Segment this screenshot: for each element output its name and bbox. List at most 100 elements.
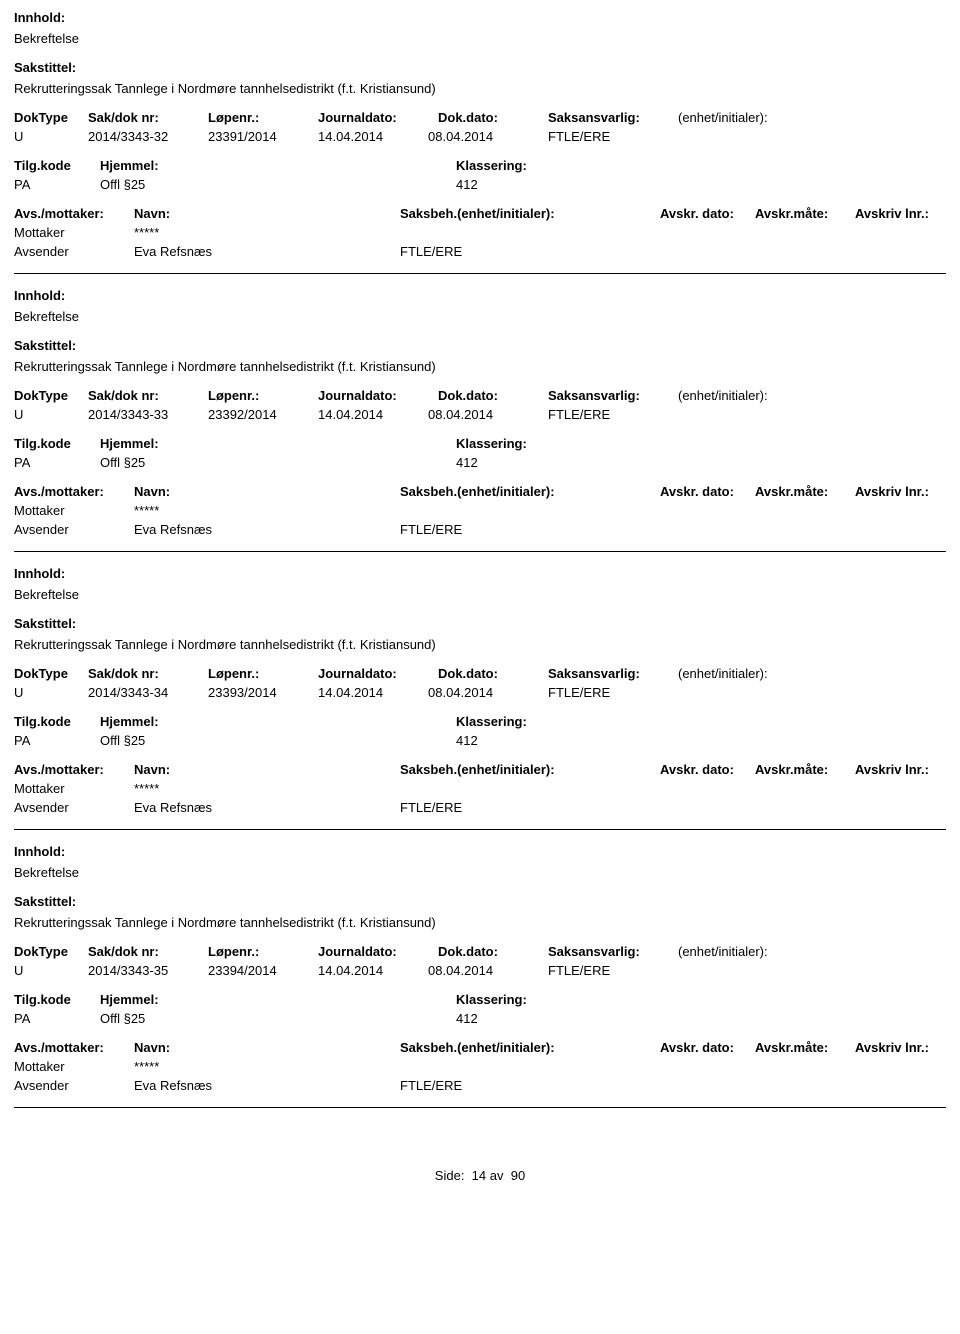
hjemmel-label: Hjemmel:: [100, 714, 400, 729]
saksansvarlig-label: Saksansvarlig:: [548, 110, 678, 125]
doktype-label: DokType: [14, 666, 88, 681]
navn-label: Navn:: [134, 762, 400, 777]
tilgkode-value: PA: [14, 1011, 100, 1026]
avsender-navn: Eva Refsnæs: [134, 800, 400, 815]
avsender-role: Avsender: [14, 800, 134, 815]
innhold-value: Bekreftelse: [14, 587, 946, 602]
enhet-initialer-value: [678, 129, 828, 144]
sakdoknr-value: 2014/3343-34: [88, 685, 208, 700]
dokdato-value: 08.04.2014: [428, 963, 548, 978]
journaldato-value: 14.04.2014: [318, 963, 438, 978]
doktype-label: DokType: [14, 944, 88, 959]
doktype-value: U: [14, 685, 88, 700]
mottaker-navn: *****: [134, 781, 400, 796]
lopenr-label: Løpenr.:: [208, 110, 318, 125]
journaldato-value: 14.04.2014: [318, 129, 438, 144]
enhet-initialer-label: (enhet/initialer):: [678, 110, 828, 125]
saksansvarlig-label: Saksansvarlig:: [548, 388, 678, 403]
avskrdato-label: Avskr. dato:: [660, 206, 755, 221]
navn-label: Navn:: [134, 484, 400, 499]
dokdato-label: Dok.dato:: [438, 666, 548, 681]
sakdoknr-label: Sak/dok nr:: [88, 388, 208, 403]
avsmottaker-label: Avs./mottaker:: [14, 762, 134, 777]
saksbeh-value: FTLE/ERE: [400, 1078, 660, 1093]
enhet-initialer-label: (enhet/initialer):: [678, 944, 828, 959]
klassering-label: Klassering:: [400, 992, 600, 1007]
hjemmel-label: Hjemmel:: [100, 158, 400, 173]
klassering-value: 412: [400, 1011, 600, 1026]
mottaker-role: Mottaker: [14, 225, 134, 240]
avskrivlnr-label: Avskriv lnr.:: [855, 484, 960, 499]
innhold-value: Bekreftelse: [14, 31, 946, 46]
avsender-role: Avsender: [14, 1078, 134, 1093]
doktype-label: DokType: [14, 110, 88, 125]
mottaker-navn: *****: [134, 503, 400, 518]
avsender-navn: Eva Refsnæs: [134, 522, 400, 537]
saksbeh-value: FTLE/ERE: [400, 800, 660, 815]
saksansvarlig-value: FTLE/ERE: [548, 685, 678, 700]
lopenr-value: 23394/2014: [208, 963, 318, 978]
innhold-label: Innhold:: [14, 566, 946, 581]
innhold-label: Innhold:: [14, 844, 946, 859]
hjemmel-label: Hjemmel:: [100, 992, 400, 1007]
dokdato-label: Dok.dato:: [438, 388, 548, 403]
sakdoknr-value: 2014/3343-35: [88, 963, 208, 978]
mottaker-role: Mottaker: [14, 781, 134, 796]
page-current: 14: [472, 1168, 486, 1183]
avskrivlnr-label: Avskriv lnr.:: [855, 762, 960, 777]
avskrmaate-label: Avskr.måte:: [755, 762, 855, 777]
mottaker-role: Mottaker: [14, 1059, 134, 1074]
innhold-label: Innhold:: [14, 10, 946, 25]
innhold-value: Bekreftelse: [14, 865, 946, 880]
enhet-initialer-label: (enhet/initialer):: [678, 666, 828, 681]
sakstittel-value: Rekrutteringssak Tannlege i Nordmøre tan…: [14, 81, 946, 96]
avsender-role: Avsender: [14, 522, 134, 537]
sakstittel-value: Rekrutteringssak Tannlege i Nordmøre tan…: [14, 359, 946, 374]
saksansvarlig-value: FTLE/ERE: [548, 407, 678, 422]
sakstittel-label: Sakstittel:: [14, 338, 946, 353]
avskrdato-label: Avskr. dato:: [660, 1040, 755, 1055]
journal-record: Innhold: Bekreftelse Sakstittel: Rekrutt…: [14, 566, 946, 830]
sakstittel-label: Sakstittel:: [14, 894, 946, 909]
journaldato-value: 14.04.2014: [318, 685, 438, 700]
navn-label: Navn:: [134, 1040, 400, 1055]
journaldato-label: Journaldato:: [318, 666, 438, 681]
sakdoknr-value: 2014/3343-32: [88, 129, 208, 144]
journaldato-value: 14.04.2014: [318, 407, 438, 422]
saksbeh-label: Saksbeh.(enhet/initialer):: [400, 206, 660, 221]
saksansvarlig-value: FTLE/ERE: [548, 129, 678, 144]
sakstittel-value: Rekrutteringssak Tannlege i Nordmøre tan…: [14, 915, 946, 930]
avsmottaker-label: Avs./mottaker:: [14, 206, 134, 221]
saksbeh-label: Saksbeh.(enhet/initialer):: [400, 762, 660, 777]
avsmottaker-label: Avs./mottaker:: [14, 484, 134, 499]
saksbeh-label: Saksbeh.(enhet/initialer):: [400, 1040, 660, 1055]
journaldato-label: Journaldato:: [318, 388, 438, 403]
journal-record: Innhold: Bekreftelse Sakstittel: Rekrutt…: [14, 288, 946, 552]
saksbeh-label: Saksbeh.(enhet/initialer):: [400, 484, 660, 499]
lopenr-label: Løpenr.:: [208, 388, 318, 403]
klassering-value: 412: [400, 177, 600, 192]
sakdoknr-label: Sak/dok nr:: [88, 944, 208, 959]
avsender-navn: Eva Refsnæs: [134, 1078, 400, 1093]
tilgkode-value: PA: [14, 177, 100, 192]
avskrmaate-label: Avskr.måte:: [755, 206, 855, 221]
tilgkode-label: Tilg.kode: [14, 992, 100, 1007]
avskrdato-label: Avskr. dato:: [660, 484, 755, 499]
lopenr-label: Løpenr.:: [208, 666, 318, 681]
page-footer: Side: 14 av 90: [14, 1168, 946, 1183]
tilgkode-value: PA: [14, 455, 100, 470]
tilgkode-label: Tilg.kode: [14, 436, 100, 451]
hjemmel-value: Offl §25: [100, 177, 400, 192]
side-label: Side:: [435, 1168, 465, 1183]
enhet-initialer-value: [678, 685, 828, 700]
doktype-value: U: [14, 129, 88, 144]
sakstittel-label: Sakstittel:: [14, 616, 946, 631]
avskrdato-label: Avskr. dato:: [660, 762, 755, 777]
journal-record: Innhold: Bekreftelse Sakstittel: Rekrutt…: [14, 844, 946, 1108]
klassering-label: Klassering:: [400, 714, 600, 729]
hjemmel-value: Offl §25: [100, 733, 400, 748]
mottaker-navn: *****: [134, 1059, 400, 1074]
klassering-value: 412: [400, 455, 600, 470]
innhold-label: Innhold:: [14, 288, 946, 303]
avskrivlnr-label: Avskriv lnr.:: [855, 1040, 960, 1055]
